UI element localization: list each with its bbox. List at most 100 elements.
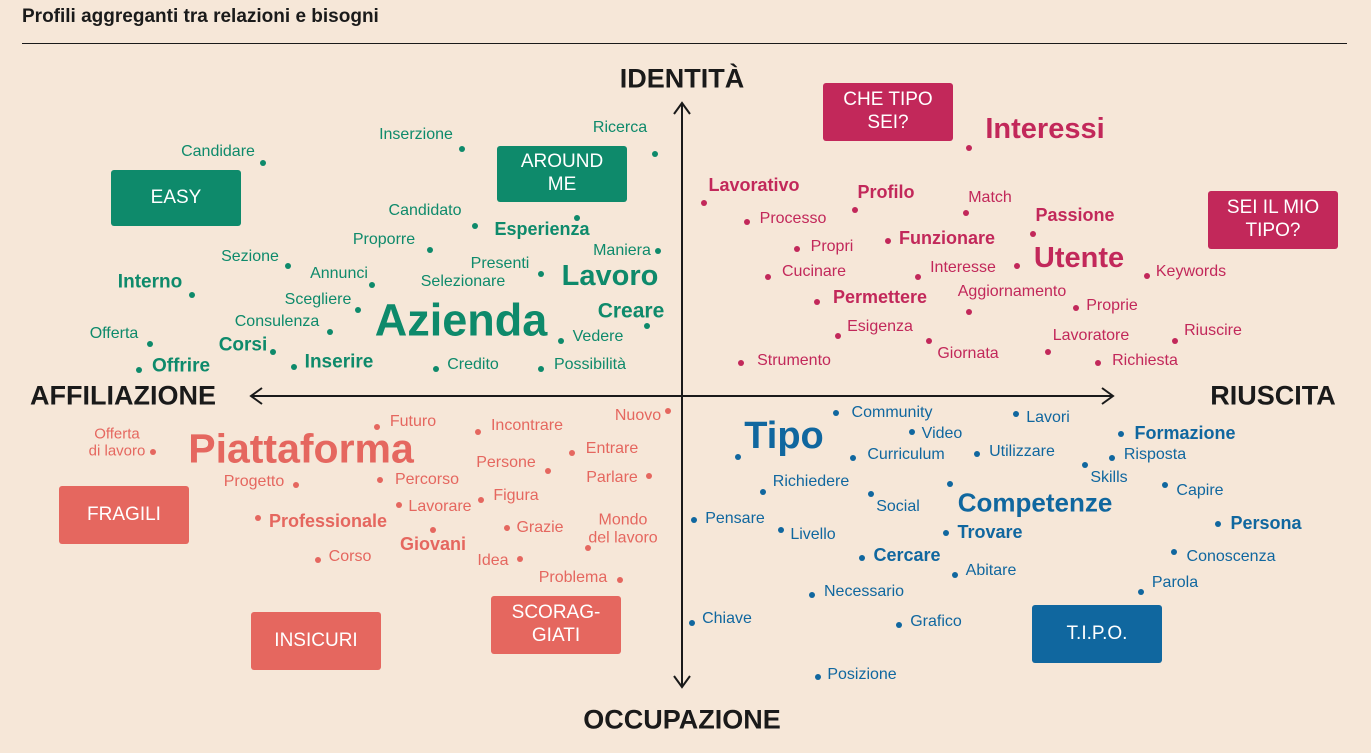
word-social: Social [876, 498, 920, 516]
word-dot [859, 555, 865, 561]
word-dot [504, 525, 510, 531]
word-piattaforma: Piattaforma [188, 425, 414, 472]
word-dot [644, 323, 650, 329]
word-aggiornamento: Aggiornamento [957, 283, 1067, 301]
word-dot [472, 223, 478, 229]
word-chiave: Chiave [702, 610, 752, 628]
word-dot [355, 307, 361, 313]
word-interessi: Interessi [985, 113, 1105, 146]
word-dot [150, 449, 156, 455]
word-dot [475, 429, 481, 435]
word-dot [374, 424, 380, 430]
word-giornata: Giornata [937, 345, 999, 363]
word-credito: Credito [447, 356, 499, 374]
word-interesse: Interesse [930, 259, 996, 277]
word-professionale: Professionale [268, 511, 388, 532]
word-dot [291, 364, 297, 370]
word-lavori: Lavori [1026, 409, 1070, 427]
word-dot [478, 497, 484, 503]
word-ricerca: Ricerca [592, 119, 648, 137]
word-offerta: Offerta [89, 325, 139, 343]
word-dot [427, 247, 433, 253]
word-dot [885, 238, 891, 244]
word-dot [814, 299, 820, 305]
word-dot [691, 517, 697, 523]
word-keywords: Keywords [1155, 263, 1227, 281]
word-scegliere: Scegliere [284, 291, 352, 309]
word-dot [765, 274, 771, 280]
word-dot [617, 577, 623, 583]
word-dot [963, 210, 969, 216]
word-dot [952, 572, 958, 578]
word-dot [1171, 549, 1177, 555]
word-dot [1014, 263, 1020, 269]
word-lavorativo: Lavorativo [708, 175, 800, 196]
word-inserzione: Inserzione [379, 126, 453, 144]
word-dot [652, 151, 658, 157]
arrow-right-icon [1101, 387, 1115, 405]
word-dot [430, 527, 436, 533]
word-dot [377, 477, 383, 483]
word-formazione: Formazione [1134, 423, 1236, 444]
word-dot [1215, 521, 1221, 527]
word-match: Match [968, 189, 1012, 207]
word-dot [285, 263, 291, 269]
word-dot [538, 366, 544, 372]
axis-label-top: IDENTITÀ [619, 63, 745, 94]
word-funzionare: Funzionare [898, 228, 996, 249]
word-dot [760, 489, 766, 495]
page-title: Profili aggreganti tra relazioni e bisog… [22, 6, 379, 27]
word-dot [396, 502, 402, 508]
profile-box-fragili: FRAGILI [59, 486, 189, 544]
word-dot [1030, 231, 1036, 237]
word-dot [868, 491, 874, 497]
word-dot [966, 145, 972, 151]
word-dot [809, 592, 815, 598]
word-entrare: Entrare [585, 440, 639, 458]
word-dot [815, 674, 821, 680]
word-capire: Capire [1176, 482, 1224, 500]
word-maniera: Maniera [593, 242, 651, 260]
word-persona: Persona [1230, 513, 1302, 534]
word-consulenza: Consulenza [234, 313, 320, 331]
word-presenti: Presenti [470, 255, 530, 273]
word-necessario: Necessario [823, 583, 905, 601]
arrow-left-icon [249, 387, 263, 405]
axis-label-right: RIUSCITA [1210, 380, 1336, 411]
word-esperienza: Esperienza [494, 219, 590, 240]
word-richiedere: Richiedere [772, 473, 850, 491]
word-dot [665, 408, 671, 414]
word-dot [293, 482, 299, 488]
word-dot [947, 481, 953, 487]
word-dot [255, 515, 261, 521]
word-lavorare: Lavorare [408, 498, 472, 516]
word-dot [1082, 462, 1088, 468]
word-problema: Problema [538, 569, 608, 587]
word-cercare: Cercare [873, 545, 941, 566]
word-dot [909, 429, 915, 435]
word-idea: Idea [477, 552, 509, 570]
word-utente: Utente [1033, 242, 1125, 275]
word-sezione: Sezione [221, 248, 279, 266]
word-posizione: Posizione [827, 666, 897, 684]
word-proprie: Proprie [1086, 297, 1138, 315]
axis-label-left: AFFILIAZIONE [30, 380, 216, 411]
word-possibilita: Possibilità [553, 356, 627, 374]
word-skills: Skills [1090, 469, 1128, 487]
word-community: Community [851, 404, 933, 422]
word-dot [744, 219, 750, 225]
word-dot [433, 366, 439, 372]
word-cucinare: Cucinare [781, 263, 847, 281]
word-lavoro: Lavoro [561, 260, 659, 293]
word-proporre: Proporre [352, 231, 416, 249]
word-permettere: Permettere [832, 287, 928, 308]
word-dot [655, 248, 661, 254]
word-conoscenza: Conoscenza [1186, 548, 1276, 566]
word-propri: Propri [810, 238, 854, 256]
word-parola: Parola [1151, 574, 1199, 592]
word-dot [1095, 360, 1101, 366]
word-dot [835, 333, 841, 339]
word-competenze: Competenze [957, 487, 1113, 518]
word-dot [778, 527, 784, 533]
